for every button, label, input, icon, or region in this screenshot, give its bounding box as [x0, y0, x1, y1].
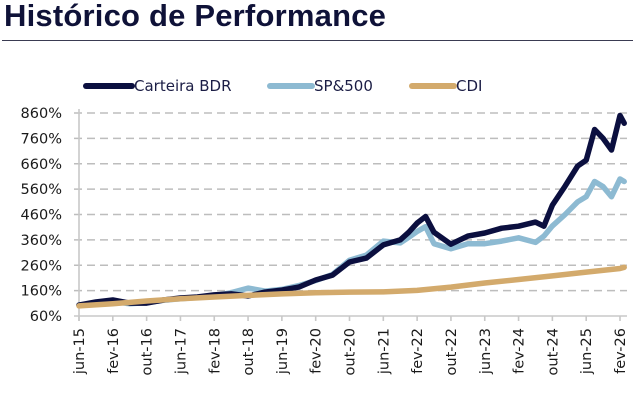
y-tick-label: 260% [21, 258, 62, 274]
x-tick-label: jun-21 [376, 328, 392, 375]
x-tick-label: out-18 [241, 328, 257, 375]
x-axis: jun-15 fev-16 out-16 jun-17 fev-18 out-18 jun-… [72, 316, 629, 375]
y-axis: 60% 160% 260% 360% 460% 560% 660% 760% 860% [21, 106, 80, 325]
x-tick-label: fev-16 [106, 328, 122, 374]
y-tick-label: 660% [21, 157, 62, 173]
x-tick-label: fev-20 [309, 328, 325, 374]
x-tick-label: jun-23 [478, 328, 494, 375]
series-lines [76, 112, 627, 309]
x-tick-label: jun-17 [173, 328, 189, 375]
y-tick-label: 460% [21, 208, 62, 224]
y-tick-label: 860% [21, 106, 62, 122]
series-line-sp-500 [76, 176, 627, 308]
x-tick-label: out-22 [444, 328, 460, 375]
legend: Carteira BDR SP&500 CDI [83, 77, 482, 95]
title-divider [2, 40, 633, 41]
x-tick-label: fev-24 [512, 328, 528, 374]
x-tick-label: fev-18 [207, 328, 223, 374]
x-tick-label: out-24 [545, 328, 561, 375]
y-tick-label: 160% [21, 284, 62, 300]
series-line-cdi [76, 264, 627, 309]
x-tick-label: jun-19 [275, 328, 291, 375]
x-tick-label: out-20 [343, 328, 359, 375]
legend-label: SP&500 [314, 77, 373, 95]
x-tick-label: out-16 [140, 328, 156, 375]
y-tick-label: 760% [21, 131, 62, 147]
gridlines [74, 112, 627, 317]
y-tick-label: 60% [30, 309, 62, 325]
legend-label: CDI [456, 77, 482, 95]
legend-label: Carteira BDR [134, 77, 232, 95]
page-title: Histórico de Performance [4, 0, 387, 33]
x-tick-label: jun-25 [579, 328, 595, 375]
y-tick-label: 560% [21, 182, 62, 198]
x-tick-label: fev-26 [613, 328, 629, 374]
y-tick-label: 360% [21, 233, 62, 249]
x-tick-label: jun-15 [72, 328, 88, 375]
x-tick-label: fev-22 [410, 328, 426, 374]
